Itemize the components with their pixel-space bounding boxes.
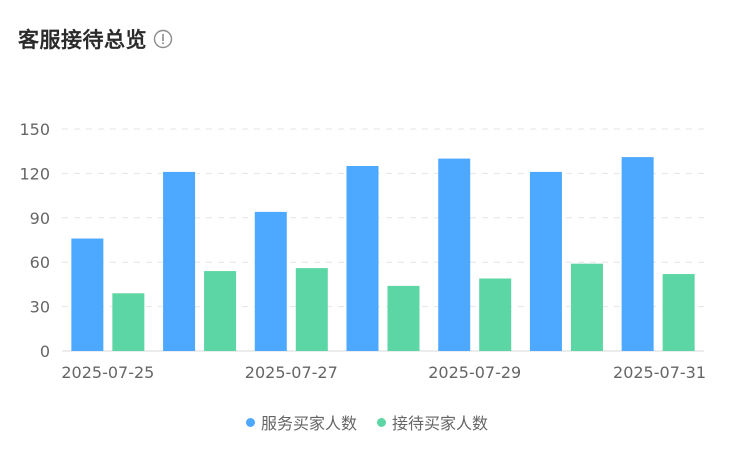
bar-service[interactable] — [254, 211, 287, 351]
y-tick-label: 90 — [30, 209, 50, 228]
chart-header: 客服接待总览 — [18, 24, 173, 54]
bar-reception[interactable] — [662, 274, 695, 351]
legend-dot-reception — [377, 417, 386, 427]
legend-label-reception: 接待买家人数 — [392, 414, 489, 433]
chart-title: 客服接待总览 — [18, 28, 147, 52]
bar-reception[interactable] — [295, 268, 328, 351]
bar-reception[interactable] — [479, 278, 512, 351]
info-circle-icon[interactable] — [153, 29, 173, 49]
y-tick-label: 120 — [19, 164, 50, 183]
x-tick-label: 2025-07-27 — [245, 363, 338, 382]
x-tick-label: 2025-07-29 — [428, 363, 521, 382]
legend-dot-service — [245, 417, 255, 427]
bar-service[interactable] — [346, 166, 379, 351]
bar-reception[interactable] — [204, 271, 237, 351]
bar-reception[interactable] — [112, 293, 145, 351]
bar-service[interactable] — [438, 158, 471, 351]
bar-service[interactable] — [621, 157, 654, 351]
chart-legend: 服务买家人数 接待买家人数 — [0, 410, 734, 434]
x-tick-label: 2025-07-31 — [613, 363, 706, 382]
y-tick-label: 60 — [30, 253, 50, 272]
bar-service[interactable] — [163, 171, 196, 351]
bar-service[interactable] — [529, 171, 562, 351]
bar-reception[interactable] — [387, 285, 420, 351]
y-tick-label: 0 — [40, 342, 50, 361]
bar-service[interactable] — [71, 238, 104, 351]
legend-label-service: 服务买家人数 — [260, 414, 357, 433]
y-tick-label: 150 — [19, 120, 50, 139]
x-tick-label: 2025-07-25 — [61, 363, 154, 382]
bar-reception[interactable] — [570, 263, 603, 351]
y-tick-label: 30 — [30, 298, 50, 317]
legend-item-reception[interactable]: 接待买家人数 — [377, 410, 488, 434]
legend-item-service[interactable]: 服务买家人数 — [245, 410, 357, 434]
